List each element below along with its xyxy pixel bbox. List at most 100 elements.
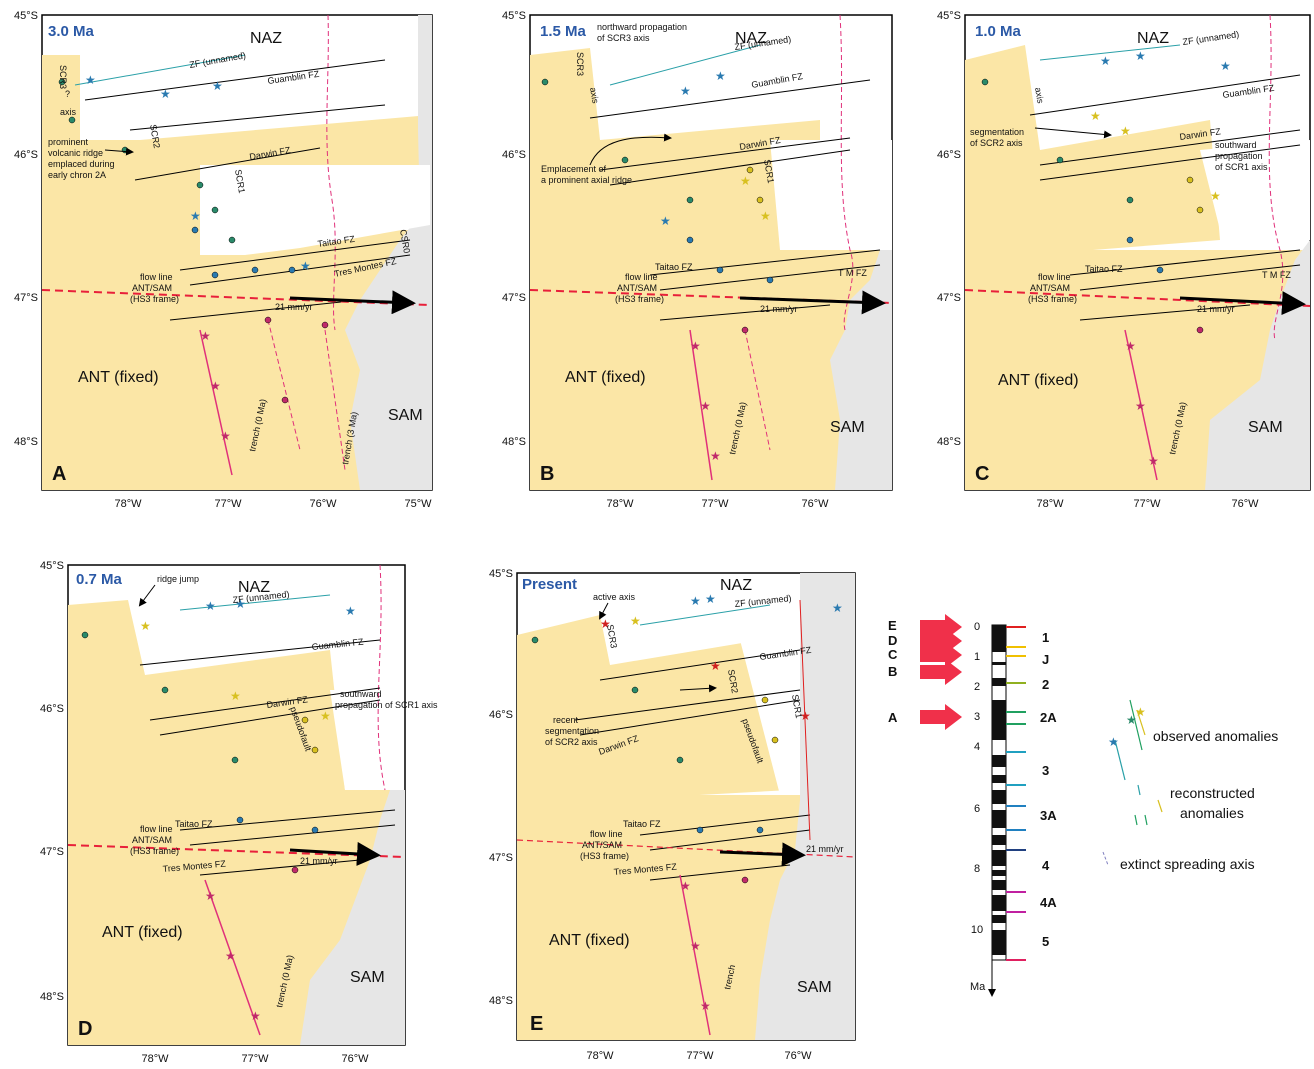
legend: ★ ★ ★ observed anomalies reconstructed a… [1102,699,1278,872]
rate-label: 21 mm/yr [275,302,313,312]
ts-unit: Ma [970,981,986,993]
question-label: ? [65,89,70,99]
age-label: 1.5 Ma [540,23,587,40]
lon-label: 76°W [784,1050,812,1062]
panel-a: ★ ★ ★ ★ ★ ★ ★ ★ 45°S 46°S 47°S 48°S 78°W 77°… [14,10,433,510]
svg-text:★: ★ [700,999,711,1013]
sam-label: SAM [1248,419,1283,436]
lon-label: 78°W [114,498,142,510]
taitao-label: Taitao FZ [175,819,213,829]
ts-arrow-label: E [888,618,897,633]
axis-label: axis [588,87,601,105]
sam-label: SAM [797,979,832,996]
chron-label: J [1042,652,1049,667]
age-label: 3.0 Ma [48,23,95,40]
panel-letter: B [540,463,554,485]
ts-arrow-label: C [888,647,898,662]
note-label: recent [553,715,579,725]
lon-label: 75°W [404,498,432,510]
panel-d: ★ ★ ★ ★ ★ ★ ★ ★ ★ 45°S 46°S 47°S 48°S 78°W 77… [40,560,438,1065]
svg-text:★: ★ [760,209,771,223]
sam-label: SAM [388,407,423,424]
note-label: southward [1215,140,1257,150]
lat-label: 48°S [40,991,64,1003]
lat-label: 46°S [40,703,64,715]
svg-text:★: ★ [680,84,691,98]
ts-age: 8 [974,863,980,875]
ts-arrow-label: A [888,710,898,725]
lon-label: 77°W [214,498,242,510]
lat-label: 46°S [14,149,38,161]
ant-label: ANT (fixed) [565,369,646,386]
sam-plate [755,573,855,1040]
chron-label: 3A [1040,808,1057,823]
lat-label: 45°S [14,10,38,22]
lat-label: 46°S [502,149,526,161]
svg-text:★: ★ [690,339,701,353]
ts-age: 10 [971,924,983,936]
ts-arrow-label: B [888,664,897,679]
legend-observed: observed anomalies [1153,728,1278,744]
ts-age: 4 [974,741,980,753]
taitao-label: Taitao FZ [655,262,693,272]
ts-arrows [920,614,962,730]
ant-plate [530,250,892,490]
svg-text:★: ★ [345,604,356,618]
flow-line-label: flow line [140,272,173,282]
svg-text:★: ★ [832,601,843,615]
taitao-label: Taitao FZ [1085,264,1123,274]
lon-label: 77°W [686,1050,714,1062]
lat-label: 45°S [489,568,513,580]
lon-label: 76°W [1231,498,1259,510]
legend-reconstructed: anomalies [1180,805,1244,821]
active-axis-label: active axis [593,592,636,602]
panel-letter: C [975,463,989,485]
taitao-label: Taitao FZ [623,819,661,829]
svg-text:★: ★ [710,659,721,673]
ts-age: 1 [974,651,980,663]
note-label: of SCR2 axis [545,737,598,747]
lat-label: 45°S [937,10,961,22]
timescale: 0 1 2 3 4 6 8 10 Ma E D C B A 1 J 2 2A 3… [888,614,1057,997]
note-label: volcanic ridge [48,148,103,158]
naz-label: NAZ [238,579,270,596]
note-label: segmentation [970,127,1024,137]
lon-label: 78°W [586,1050,614,1062]
lat-label: 47°S [502,292,526,304]
scr1-label: SCR1 [762,159,776,184]
lat-label: 45°S [40,560,64,572]
note-label: propagation of SCR1 axis [335,700,438,710]
lon-label: 76°W [309,498,337,510]
lon-label: 78°W [606,498,634,510]
svg-text:★: ★ [140,619,151,633]
svg-text:★: ★ [320,709,331,723]
legend-star-icon: ★ [1135,705,1146,719]
svg-text:★: ★ [205,889,216,903]
svg-text:★: ★ [1125,339,1136,353]
note-label: southward [340,689,382,699]
chron-label: 5 [1042,934,1049,949]
lat-label: 48°S [502,436,526,448]
flow-line-label: ANT/SAM [1030,283,1070,293]
legend-reconstructed: reconstructed [1170,785,1255,801]
flow-line-label: flow line [140,824,173,834]
ant-plate [42,230,430,490]
lon-label: 77°W [241,1053,269,1065]
ant-label: ANT (fixed) [102,924,183,941]
note-label: propagation [1215,151,1263,161]
lat-label: 46°S [937,149,961,161]
svg-text:★: ★ [200,329,211,343]
axis-label: axis [60,107,77,117]
note-label: a prominent axial ridge [541,175,632,185]
ant-label: ANT (fixed) [78,369,159,386]
scr2-label: SCR2 [148,124,162,149]
svg-text:★: ★ [230,689,241,703]
legend-star-icon: ★ [1108,735,1119,749]
scr3-label: SCR3 [575,52,585,76]
naz-label: NAZ [720,577,752,594]
scr3-label: SCR3 [58,65,68,89]
sam-label: SAM [350,969,385,986]
flow-line-label: flow line [1038,272,1071,282]
lon-label: 78°W [141,1053,169,1065]
svg-text:★: ★ [1120,124,1131,138]
